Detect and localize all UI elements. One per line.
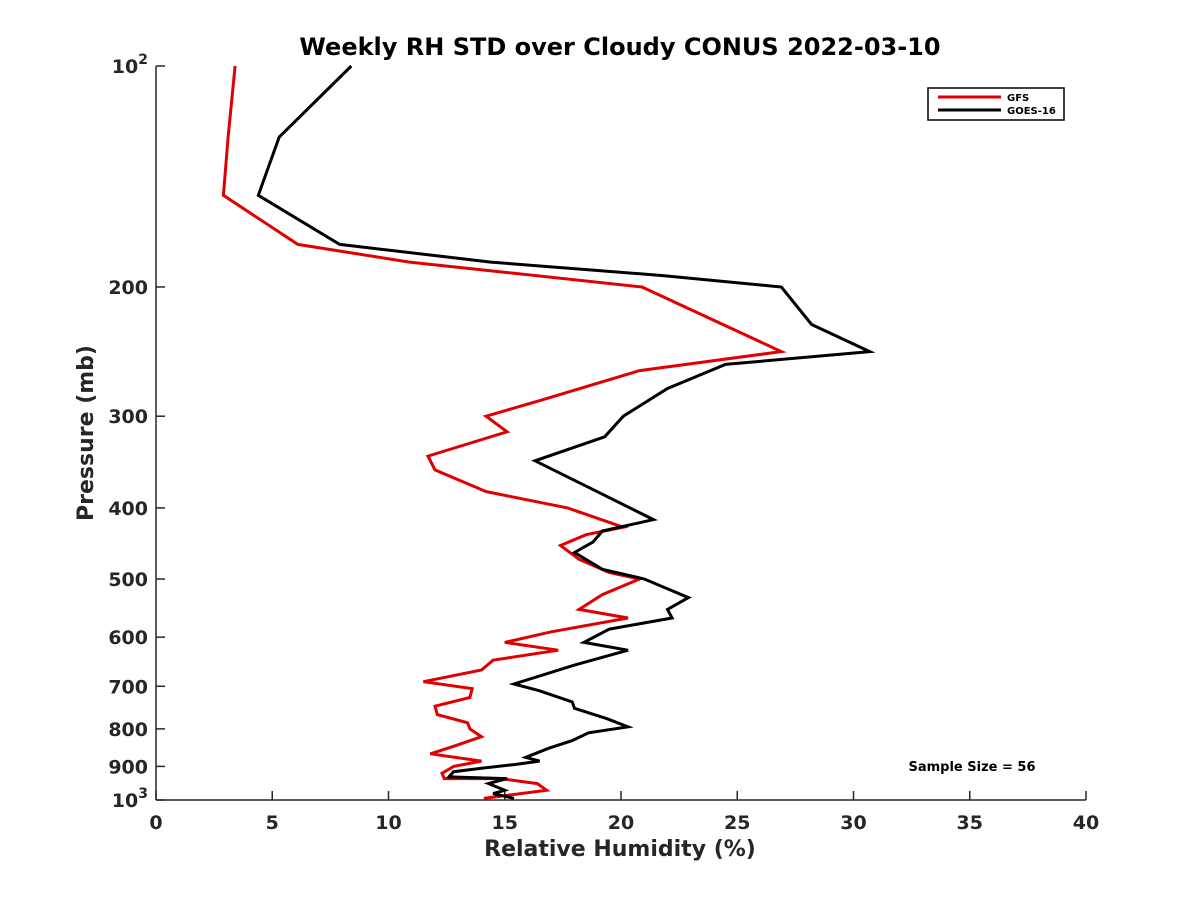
y-tick-label: 102 xyxy=(112,52,148,78)
x-tick-label: 35 xyxy=(957,812,983,834)
x-tick-label: 25 xyxy=(724,812,750,834)
legend: GFS GOES-16 xyxy=(927,87,1065,121)
y-tick-label: 500 xyxy=(108,569,148,591)
legend-label: GFS xyxy=(1007,93,1029,104)
series-line-goes-16 xyxy=(256,64,876,800)
y-tick-label: 200 xyxy=(108,277,148,299)
x-tick-label: 10 xyxy=(375,812,401,834)
y-tick-label: 600 xyxy=(108,627,148,649)
y-axis-label: Pressure (mb) xyxy=(74,345,99,521)
y-tick-label: 400 xyxy=(108,498,148,520)
x-tick-label: 0 xyxy=(149,812,162,834)
plot-area: 0 5 10 15 20 25 30 35 40 102 200 300 400 500 600 700 800… xyxy=(108,52,1099,834)
x-tick-label: 15 xyxy=(492,812,518,834)
y-tick-label: 300 xyxy=(108,406,148,428)
x-tick-label: 20 xyxy=(608,812,634,834)
legend-label: GOES-16 xyxy=(1007,106,1056,117)
y-tick-label: 700 xyxy=(108,676,148,698)
series-line-gfs xyxy=(221,65,787,800)
x-tick-label: 40 xyxy=(1073,812,1099,834)
y-tick-label: 800 xyxy=(108,719,148,741)
y-tick-label: 900 xyxy=(108,756,148,778)
sample-size-annotation: Sample Size = 56 xyxy=(908,760,1035,775)
x-axis-label: Relative Humidity (%) xyxy=(484,837,756,862)
x-tick-label: 30 xyxy=(840,812,866,834)
x-tick-label: 5 xyxy=(266,812,279,834)
legend-box xyxy=(927,87,1065,121)
y-tick-label: 103 xyxy=(112,786,148,812)
chart-title: Weekly RH STD over Cloudy CONUS 2022-03-… xyxy=(299,33,940,61)
